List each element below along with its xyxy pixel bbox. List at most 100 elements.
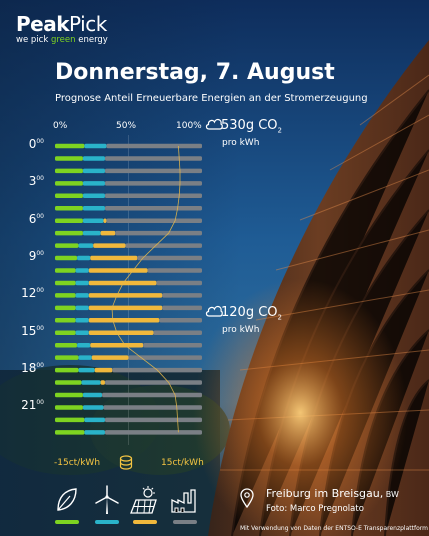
bar-segment-14-0	[55, 318, 76, 323]
x-tick-50: 50%	[116, 121, 137, 131]
hour-label-hour: 6	[28, 211, 37, 226]
bar-segment-17-0	[55, 355, 79, 360]
hour-label-hour: 15	[21, 323, 37, 338]
bar-segment-11-1	[75, 280, 89, 286]
hour-label-hour: 12	[21, 286, 37, 301]
legend-solar-bar	[133, 520, 157, 524]
location-pin-icon	[240, 488, 254, 508]
hour-label-hour: 18	[21, 361, 37, 376]
bar-segment-20-0	[55, 392, 83, 398]
bar-segment-22-0	[55, 417, 85, 423]
solar-panel-icon	[130, 486, 157, 514]
bar-segment-5-1	[82, 206, 105, 211]
co2-curve	[111, 145, 181, 433]
co2-high-number: 530	[221, 118, 246, 133]
brand-slogan: we pick green energy	[16, 35, 108, 45]
bar-segment-23-3	[104, 430, 202, 435]
bar-segment-16-1	[77, 342, 91, 348]
bar-segment-2-3	[104, 168, 202, 174]
co2-high-per: pro kWh	[222, 138, 260, 148]
hour-label-minutes: 00	[36, 399, 44, 407]
bar-segment-11-3	[156, 280, 202, 286]
coins-icon	[119, 455, 133, 470]
hour-label-minutes: 00	[36, 287, 44, 295]
co2-low-unit: g CO	[245, 305, 278, 320]
hour-label-hour: 0	[28, 137, 37, 151]
bar-segment-22-3	[104, 417, 202, 423]
x-tick-0: 0%	[53, 121, 68, 131]
bar-segment-18-1	[78, 367, 95, 373]
page-title: Donnerstag, 7. August	[55, 60, 335, 85]
x-tick-100: 100%	[176, 121, 202, 131]
bar-segment-6-2	[103, 218, 107, 223]
hour-label-18: 1800	[0, 361, 44, 375]
bar-segment-22-1	[84, 417, 105, 423]
bar-segment-16-3	[143, 342, 202, 348]
bar-segment-10-2	[88, 268, 148, 273]
co2-high-unit-sub: 2	[277, 126, 282, 135]
bar-segment-2-0	[55, 168, 83, 174]
brand-logo: PeakPick	[16, 12, 107, 36]
bar-segment-6-3	[106, 218, 202, 223]
price-high: 15ct/kWh	[161, 458, 204, 468]
bar-segment-20-1	[82, 392, 103, 398]
bar-segment-11-2	[88, 280, 157, 286]
co2-low-unit-sub: 2	[277, 313, 282, 322]
hour-label-9: 900	[0, 249, 44, 263]
bar-segment-7-0	[55, 230, 83, 236]
bar-segment-19-0	[55, 380, 82, 385]
bar-segment-4-3	[104, 193, 202, 199]
location-name: Freiburg im Breisgau, BW	[266, 487, 399, 500]
bar-segment-9-0	[55, 255, 78, 261]
hour-label-3: 300	[0, 174, 44, 188]
hour-label-0: 000	[0, 137, 44, 151]
bar-segment-3-0	[55, 181, 83, 186]
hour-label-21: 2100	[0, 398, 44, 412]
location-state: BW	[383, 490, 399, 499]
bar-segment-6-1	[82, 218, 104, 223]
leaf-icon	[57, 488, 77, 511]
hour-label-hour: 21	[21, 398, 37, 413]
bar-segment-8-3	[125, 243, 202, 248]
bar-segment-23-1	[84, 430, 105, 435]
bar-segment-7-3	[115, 230, 202, 236]
bar-segment-9-2	[90, 255, 138, 261]
co2-low-value: 120g CO2	[221, 305, 282, 322]
bar-segment-17-2	[91, 355, 129, 360]
bar-segment-16-0	[55, 342, 78, 348]
bar-segment-13-3	[162, 305, 202, 311]
legend-fossil-bar	[173, 520, 197, 524]
brand-name-light: Pick	[69, 12, 107, 36]
bar-segment-15-0	[55, 330, 76, 335]
factory-icon	[171, 489, 196, 513]
bar-segment-16-2	[90, 342, 144, 348]
bar-segment-7-2	[100, 230, 116, 236]
bar-segment-3-3	[104, 181, 202, 186]
bar-segment-14-3	[159, 318, 202, 323]
bar-segment-10-1	[75, 268, 89, 273]
bar-segment-21-1	[82, 405, 104, 410]
bar-segment-9-3	[137, 255, 202, 261]
bar-segment-1-0	[55, 156, 83, 161]
slogan-prefix: we pick	[16, 35, 51, 45]
co2-cloud-icon	[205, 305, 223, 317]
bar-segment-4-0	[55, 193, 83, 199]
bar-segment-2-1	[82, 168, 105, 174]
bar-segment-5-0	[55, 206, 83, 211]
bar-segment-12-2	[88, 293, 163, 298]
bar-segment-21-0	[55, 405, 83, 410]
bar-segment-18-2	[94, 367, 113, 373]
hour-label-hour: 3	[28, 174, 37, 189]
bar-segment-10-3	[147, 268, 202, 273]
bar-segment-19-2	[100, 380, 105, 385]
hour-label-6: 600	[0, 212, 44, 226]
bar-segment-12-1	[75, 293, 89, 298]
bar-segment-1-3	[104, 156, 202, 161]
bar-segment-17-1	[78, 355, 92, 360]
bar-segment-14-2	[88, 318, 160, 323]
slogan-green: green	[50, 35, 76, 45]
bar-segment-15-3	[153, 330, 202, 335]
hour-label-hour: 9	[28, 249, 37, 264]
